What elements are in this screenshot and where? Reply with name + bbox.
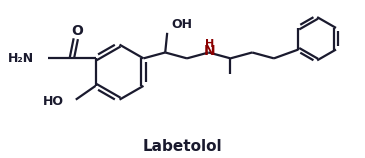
Text: HO: HO <box>43 95 64 108</box>
Text: Labetolol: Labetolol <box>143 139 223 154</box>
Text: H: H <box>205 39 214 49</box>
Text: N: N <box>204 45 215 58</box>
Text: OH: OH <box>171 18 192 31</box>
Text: O: O <box>71 24 83 38</box>
Text: H₂N: H₂N <box>8 52 34 65</box>
